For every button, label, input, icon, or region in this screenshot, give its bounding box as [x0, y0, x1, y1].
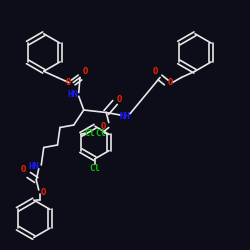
Text: O: O: [40, 188, 46, 197]
Text: HN: HN: [28, 162, 39, 171]
Text: Cl: Cl: [84, 129, 95, 138]
Text: NH: NH: [120, 112, 130, 121]
Text: Cl: Cl: [90, 164, 100, 173]
Text: O: O: [167, 78, 173, 87]
Text: HN: HN: [67, 90, 78, 100]
Text: O: O: [117, 96, 122, 104]
Text: O: O: [82, 67, 88, 76]
Text: O: O: [101, 122, 106, 131]
Text: O: O: [153, 67, 158, 76]
Text: O: O: [66, 78, 71, 87]
Text: Cl: Cl: [95, 128, 106, 138]
Text: O: O: [20, 166, 26, 174]
